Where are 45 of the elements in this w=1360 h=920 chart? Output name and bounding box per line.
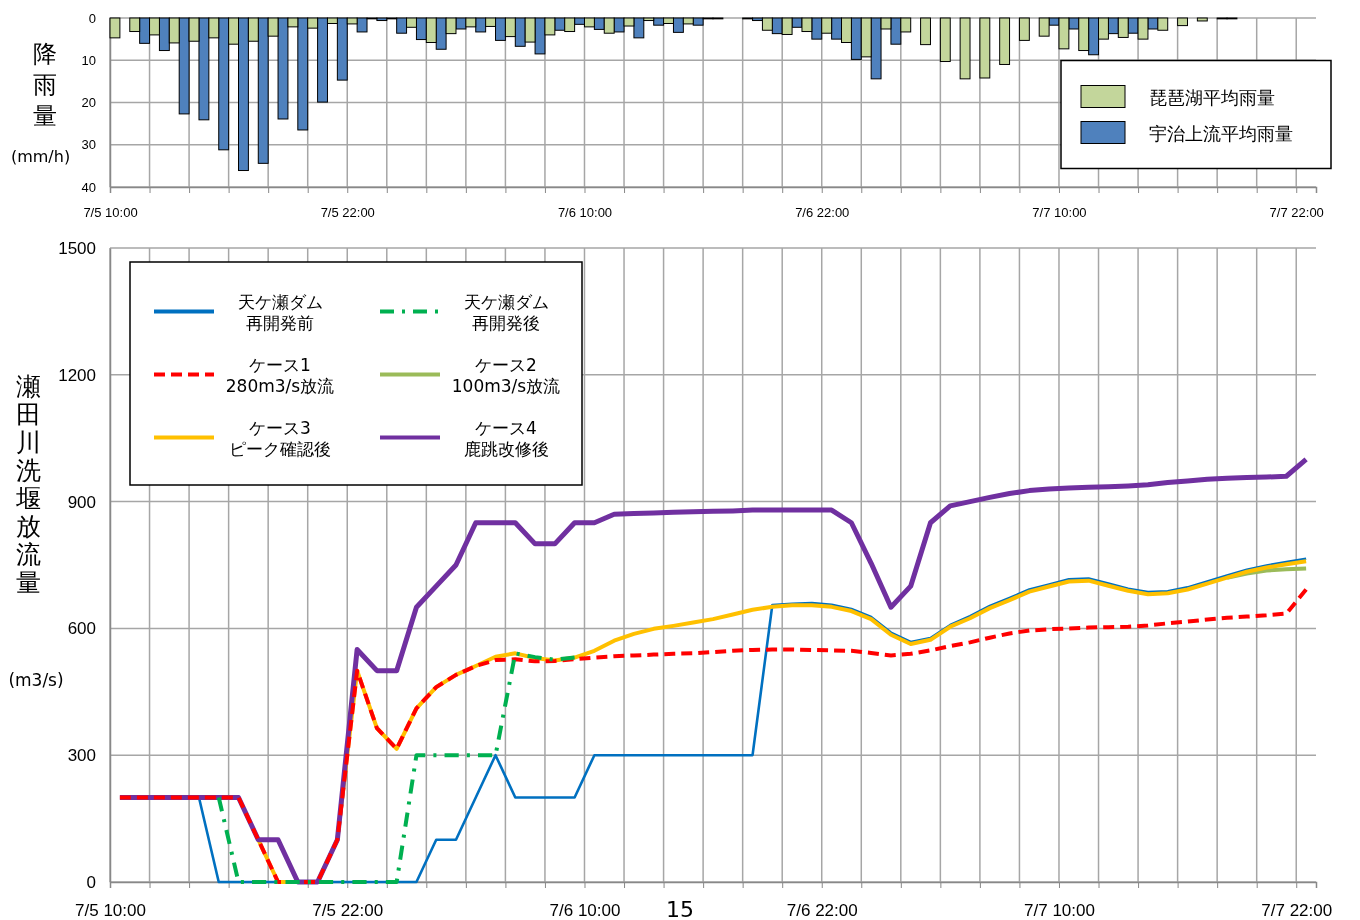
y-tick-label: 40 [81,179,96,195]
y-tick-label: 0 [86,872,96,892]
y-tick-label: 10 [81,52,96,68]
y-axis-title: 降雨量 (mm/h) [5,40,71,166]
text: (m3/s) [8,670,64,690]
x-tick-label: 7/5 10:00 [75,901,146,920]
text: 15 [666,897,694,920]
legend-label: 琵琶湖平均雨量 [1149,86,1275,108]
legend-label: ケース3 ピーク確認後 [229,417,331,459]
y-tick-label: 0 [88,10,96,26]
y-tick-label: 300 [67,746,96,766]
legend-label: ケース1 280m3/s放流 [225,354,335,396]
x-tick-label: 7/6 22:00 [795,205,850,221]
y-tick-label: 30 [81,137,96,153]
y-tick-label: 600 [67,619,96,639]
legend-label: ケース2 100m3/s放流 [451,354,561,396]
x-tick-label: 7/7 22:00 [1261,901,1333,920]
y-axis-title: 瀬田川洗堰放流量 [14,372,41,597]
x-tick-label: 7/6 10:00 [557,205,613,221]
legend-label: 宇治上流平均雨量 [1149,122,1293,144]
bar [959,17,971,80]
bar [1018,17,1030,41]
x-tick-label: 7/7 10:00 [1032,205,1087,221]
y-tick-label: 1500 [58,238,96,258]
legend-label: ケース4 鹿跳改修後 [463,417,549,459]
x-tick-label: 7/6 10:00 [549,901,621,920]
legend-label: 天ケ瀬ダム再開発後 [463,291,549,333]
bar [920,17,931,46]
x-tick-label: 7/5 22:00 [320,205,375,221]
y-tick-label: 1200 [58,365,96,385]
bar [939,17,951,63]
x-tick-label: 7/5 22:00 [312,901,384,920]
y-tick-label: 900 [67,492,96,512]
x-tick-label: 7/5 10:00 [83,205,138,221]
bar [999,17,1011,65]
legend-label: 天ケ瀬ダム再開発前 [237,291,323,333]
line-series [216,651,577,884]
bar [979,17,991,79]
bar [1196,17,1208,22]
x-tick-label: 7/7 10:00 [1024,901,1095,920]
x-tick-label: 7/7 22:00 [1269,205,1324,221]
x-tick-label: 7/6 22:00 [786,901,858,920]
bar [109,17,121,39]
y-tick-label: 20 [81,95,96,111]
bar [1177,17,1188,27]
